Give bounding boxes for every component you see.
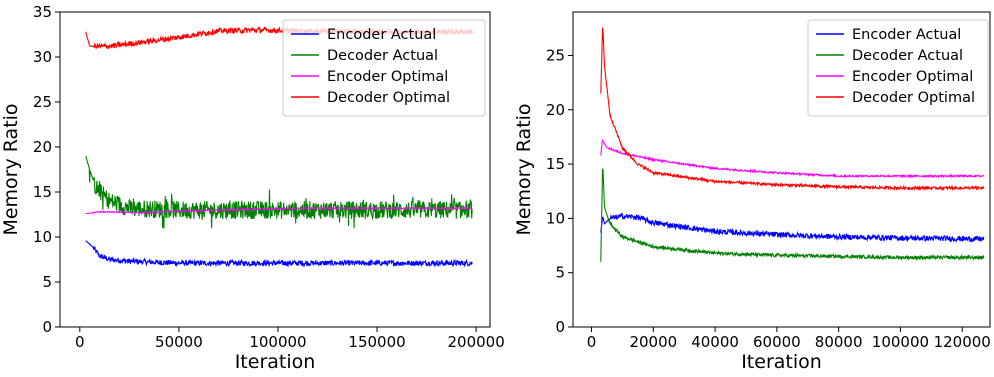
legend: Encoder Actual Decoder Actual Encoder Opti… (282, 19, 486, 117)
legend-label: Decoder Optimal (327, 90, 450, 106)
series-line-decoder-actual (85, 155, 473, 229)
legend-label: Decoder Actual (327, 48, 438, 64)
y-tick-label: 10 (33, 228, 52, 246)
x-tick-label: 200000 (447, 333, 504, 351)
y-tick-label: 5 (42, 273, 52, 291)
y-tick-label: 35 (33, 3, 52, 21)
legend-box (282, 19, 486, 117)
series-line-decoder-actual (600, 168, 985, 262)
series-group (600, 26, 985, 262)
legend-label: Encoder Optimal (327, 69, 448, 85)
legend-label: Encoder Actual (852, 27, 961, 43)
x-tick-label: 150000 (348, 333, 405, 351)
series-line-encoder-actual (600, 212, 985, 243)
chart-right: 0 20000 40000 60000 80000 100000 120000 0 5 10 15 2… (513, 11, 991, 373)
y-tick-label: 10 (546, 209, 565, 227)
y-axis-title: Memory Ratio (513, 103, 535, 235)
x-tick-label: 100000 (249, 333, 306, 351)
x-tick-label: 0 (75, 333, 85, 351)
x-tick-label: 20000 (629, 333, 677, 351)
series-line-decoder-optimal (600, 26, 985, 192)
x-tick-label: 60000 (753, 333, 801, 351)
chart-left: 0 50000 100000 150000 200000 0 5 10 15 20 25 30 35 It… (0, 3, 505, 373)
legend-label: Encoder Actual (327, 27, 436, 43)
legend-label: Decoder Optimal (852, 90, 975, 106)
x-tick-label: 0 (587, 333, 597, 351)
y-tick-label: 5 (555, 264, 565, 282)
y-tick-label: 25 (33, 93, 52, 111)
x-tick-label: 40000 (691, 333, 739, 351)
plot-frame (572, 11, 991, 328)
legend-label: Decoder Actual (852, 48, 963, 64)
y-axis-title: Memory Ratio (0, 103, 22, 235)
series-line-encoder-optimal (600, 138, 985, 179)
y-tick-label: 15 (546, 155, 565, 173)
y-tick-label: 0 (555, 318, 565, 336)
legend-label: Encoder Optimal (852, 69, 973, 85)
x-tick-label: 50000 (155, 333, 203, 351)
legend-box (807, 19, 989, 117)
y-tick-label: 0 (42, 318, 52, 336)
y-tick-label: 20 (33, 138, 52, 156)
x-tick-label: 80000 (815, 333, 863, 351)
y-tick-label: 25 (546, 46, 565, 64)
y-tick-label: 30 (33, 48, 52, 66)
x-axis-title: Iteration (741, 351, 822, 373)
x-tick-label: 120000 (934, 333, 991, 351)
x-tick-label: 100000 (872, 333, 929, 351)
series-line-encoder-optimal (85, 206, 473, 215)
series-line-encoder-actual (85, 240, 473, 268)
plot-frame (59, 11, 491, 328)
x-axis-title: Iteration (235, 351, 316, 373)
y-tick-label: 15 (33, 183, 52, 201)
legend: Encoder Actual Decoder Actual Encoder Opti… (807, 19, 989, 117)
y-tick-label: 20 (546, 101, 565, 119)
